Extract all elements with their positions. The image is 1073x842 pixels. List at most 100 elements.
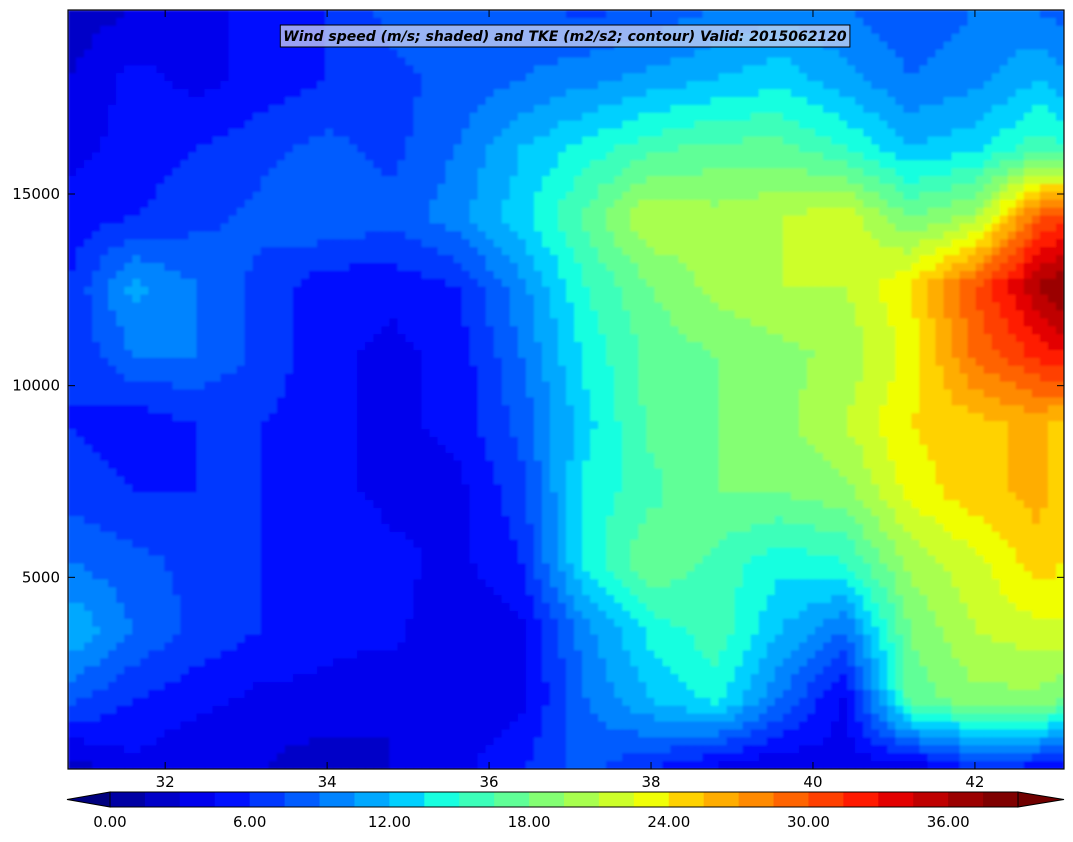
heatmap-cell [919, 96, 929, 106]
heatmap-cell [108, 10, 117, 19]
heatmap-cell [284, 96, 294, 106]
heatmap-cell [68, 152, 77, 161]
heatmap-cell [1047, 270, 1057, 280]
heatmap-cell [919, 183, 929, 193]
heatmap-cell [598, 183, 607, 193]
heatmap-cell [879, 160, 888, 169]
heatmap-cell [726, 239, 736, 248]
heatmap-cell [903, 278, 912, 288]
heatmap-cell [590, 176, 599, 185]
heatmap-cell [541, 302, 551, 312]
heatmap-cell [790, 278, 800, 288]
heatmap-cell [598, 136, 607, 146]
heatmap-cell [847, 41, 856, 51]
heatmap-cell [357, 10, 366, 19]
heatmap-cell [590, 310, 599, 319]
heatmap-cell [662, 96, 672, 106]
heatmap-cell [148, 128, 157, 138]
heatmap-cell [76, 239, 85, 248]
heatmap-cell [975, 176, 985, 185]
heatmap-cell [501, 215, 511, 225]
heatmap-cell [774, 10, 784, 19]
heatmap-cell [1047, 33, 1057, 43]
heatmap-cell [76, 302, 85, 312]
heatmap-cell [911, 49, 921, 59]
heatmap-cell [702, 223, 712, 232]
heatmap-cell [509, 160, 519, 169]
heatmap-cell [389, 286, 398, 296]
heatmap-cell [726, 278, 736, 288]
heatmap-cell [943, 144, 953, 153]
heatmap-cell [1031, 112, 1041, 122]
heatmap-cell [437, 278, 447, 288]
heatmap-cell [557, 73, 567, 82]
heatmap-cell [148, 286, 157, 296]
heatmap-cell [325, 255, 334, 264]
heatmap-cell [164, 223, 174, 232]
heatmap-cell [863, 318, 872, 327]
heatmap-cell [357, 191, 366, 201]
heatmap-cell [951, 231, 961, 240]
heatmap-cell [244, 278, 254, 288]
heatmap-cell [582, 49, 591, 59]
heatmap-cell [614, 112, 623, 122]
heatmap-cell [734, 215, 744, 225]
heatmap-cell [68, 96, 77, 106]
heatmap-cell [244, 176, 254, 185]
heatmap-cell [509, 136, 519, 146]
heatmap-cell [630, 10, 639, 19]
heatmap-cell [630, 73, 639, 82]
heatmap-cell [397, 160, 406, 169]
heatmap-cell [887, 255, 896, 264]
heatmap-cell [84, 25, 93, 35]
heatmap-cell [879, 41, 888, 51]
heatmap-cell [397, 10, 406, 19]
heatmap-cell [437, 231, 447, 240]
heatmap-cell [1023, 270, 1033, 280]
heatmap-cell [284, 104, 294, 114]
heatmap-cell [1023, 33, 1033, 43]
heatmap-cell [549, 10, 559, 19]
heatmap-cell [782, 294, 792, 304]
heatmap-cell [68, 207, 77, 217]
heatmap-cell [517, 270, 527, 280]
heatmap-cell [983, 41, 993, 51]
heatmap-cell [903, 41, 912, 51]
heatmap-cell [308, 223, 318, 232]
heatmap-cell [132, 286, 141, 296]
heatmap-cell [156, 17, 165, 27]
heatmap-cell [1055, 183, 1064, 193]
heatmap-cell [284, 278, 294, 288]
heatmap-cell [477, 215, 487, 225]
heatmap-cell [292, 57, 302, 66]
heatmap-cell [100, 49, 109, 59]
heatmap-cell [903, 270, 912, 280]
heatmap-cell [317, 144, 326, 153]
heatmap-cell [517, 183, 527, 193]
heatmap-cell [975, 89, 985, 98]
heatmap-cell [341, 57, 350, 66]
heatmap-cell [308, 10, 318, 19]
heatmap-cell [670, 65, 680, 74]
heatmap-cell [1023, 310, 1033, 319]
heatmap-cell [606, 17, 615, 27]
heatmap-cell [413, 310, 423, 319]
heatmap-cell [180, 294, 190, 304]
heatmap-cell [614, 168, 623, 177]
heatmap-cell [365, 81, 374, 90]
heatmap-cell [493, 310, 503, 319]
heatmap-cell [300, 168, 310, 177]
heatmap-cell [742, 199, 752, 209]
heatmap-cell [823, 104, 832, 114]
heatmap-cell [164, 89, 174, 98]
heatmap-cell [1055, 152, 1064, 161]
heatmap-cell [983, 199, 993, 209]
heatmap-cell [574, 17, 583, 27]
heatmap-cell [525, 144, 535, 153]
heatmap-cell [975, 278, 985, 288]
heatmap-cell [895, 239, 904, 248]
heatmap-cell [574, 89, 583, 98]
heatmap-cell [847, 65, 856, 74]
heatmap-cell [76, 112, 85, 122]
heatmap-cell [726, 302, 736, 312]
